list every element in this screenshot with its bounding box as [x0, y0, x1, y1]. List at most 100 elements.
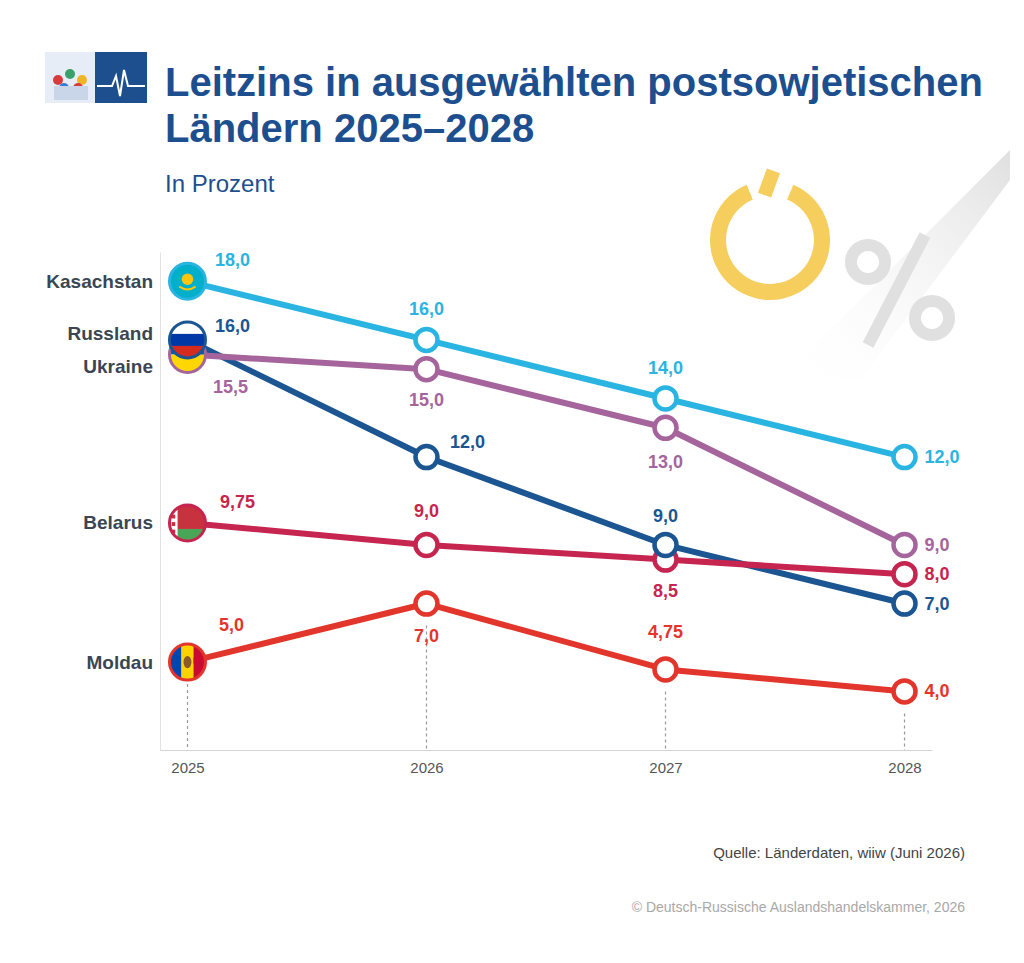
flag-stripe [169, 263, 205, 299]
legend-label: Ukraine [83, 356, 153, 377]
flag-outline [169, 322, 205, 358]
logo-left [45, 52, 95, 103]
data-label: 9,75 [220, 492, 255, 512]
tick-line [187, 684, 188, 750]
data-label: 13,0 [648, 452, 683, 472]
y-axis-line [160, 253, 161, 751]
flag-outline [169, 263, 205, 299]
point-marker [415, 358, 437, 380]
subtitle: In Prozent [165, 170, 275, 197]
flag-marker [169, 263, 205, 299]
flag [169, 505, 205, 541]
point-marker [655, 658, 677, 680]
x-tick: 2026 [410, 750, 443, 776]
flag-stripe [169, 334, 205, 346]
series-line [187, 604, 904, 692]
series-line [187, 340, 904, 604]
legend-label: Belarus [83, 512, 153, 533]
legend-label: Russland [67, 323, 153, 344]
flag-marker [169, 322, 205, 358]
logo [45, 52, 147, 103]
tick-line [665, 691, 666, 750]
point-marker [894, 593, 916, 615]
point-marker [894, 446, 916, 468]
data-label: 12,0 [925, 447, 960, 467]
data-label: 4,75 [648, 622, 683, 642]
copyright: © Deutsch-Russische Auslandshandelskamme… [632, 899, 965, 915]
point-marker [415, 534, 437, 556]
point-marker [894, 534, 916, 556]
data-label: 4,0 [925, 681, 950, 701]
data-label: 8,0 [925, 564, 950, 584]
data-label: 8,5 [653, 581, 678, 601]
legend-label: Kasachstan [46, 271, 153, 292]
data-label: 15,5 [213, 377, 248, 397]
logo-pulse [97, 70, 145, 96]
flag-emblem [184, 656, 192, 668]
point-marker [894, 563, 916, 585]
x-axis-line [161, 750, 933, 751]
data-label: 9,0 [653, 506, 678, 526]
point-marker [415, 446, 437, 468]
legend: Kasachstan Russland Ukraine Belarus Moldau [46, 271, 153, 673]
flag-stripe [172, 522, 176, 526]
title: Leitzins in ausgewählten postsowjetische… [165, 60, 983, 150]
logo-right [95, 52, 147, 103]
point-marker [655, 387, 677, 409]
data-labels: 18,0 16,0 14,0 12,0 16,0 12,0 9,0 7,0 15,5 15,0 13… [213, 250, 960, 701]
x-tick-label: 2025 [171, 759, 204, 776]
y-axis [160, 253, 161, 751]
flag [169, 322, 205, 358]
data-label: 15,0 [409, 390, 444, 410]
logo-dome [53, 75, 63, 85]
flag-outline [169, 505, 205, 541]
point-marker [655, 417, 677, 439]
flag-stripe [172, 537, 176, 541]
flag-marker [169, 644, 205, 680]
deco-ring-tick [758, 168, 780, 197]
series-line [187, 355, 904, 545]
flag-eagle [179, 287, 195, 290]
point-marker [894, 680, 916, 702]
flag-stripe [181, 644, 193, 680]
data-label: 16,0 [409, 299, 444, 319]
x-tick: 2028 [888, 750, 921, 776]
data-label: 7,0 [925, 594, 950, 614]
x-tick-label: 2028 [888, 759, 921, 776]
flag-marker [169, 505, 205, 541]
point-marker [415, 329, 437, 351]
flag-sun [182, 274, 194, 286]
chart: Leitzins in ausgewählten postsowjetische… [0, 0, 1024, 963]
title-line: Ländern 2025–2028 [165, 106, 534, 150]
flag [169, 644, 205, 680]
data-label: 5,0 [219, 615, 244, 635]
flag-outline [169, 644, 205, 680]
data-label: 18,0 [215, 250, 250, 270]
series-line [187, 523, 904, 574]
deco-pct-ring [915, 301, 949, 335]
point-marker [415, 593, 437, 615]
title-line: Leitzins in ausgewählten postsowjetische… [165, 60, 983, 104]
decoration [710, 150, 1010, 380]
data-label: 14,0 [648, 358, 683, 378]
point-marker [655, 534, 677, 556]
data-label: 9,0 [414, 501, 439, 521]
data-label: 16,0 [215, 316, 250, 336]
x-tick-label: 2027 [649, 759, 682, 776]
data-label: 9,0 [925, 535, 950, 555]
plot-area [169, 263, 915, 702]
drop-lines [187, 626, 904, 750]
flag [169, 263, 205, 299]
x-tick: 2027 [649, 750, 682, 776]
deco-pct-ring [851, 245, 885, 279]
legend-label: Moldau [87, 652, 154, 673]
source: Quelle: Länderdaten, wiiw (Juni 2026) [713, 844, 965, 861]
data-label: 12,0 [450, 432, 485, 452]
x-tick-label: 2026 [410, 759, 443, 776]
deco-pct-slash [868, 235, 925, 345]
logo-dome [65, 69, 75, 79]
series-line [187, 281, 904, 457]
tick-line [904, 713, 905, 750]
logo-base [54, 86, 88, 100]
x-tick: 2025 [171, 750, 204, 776]
